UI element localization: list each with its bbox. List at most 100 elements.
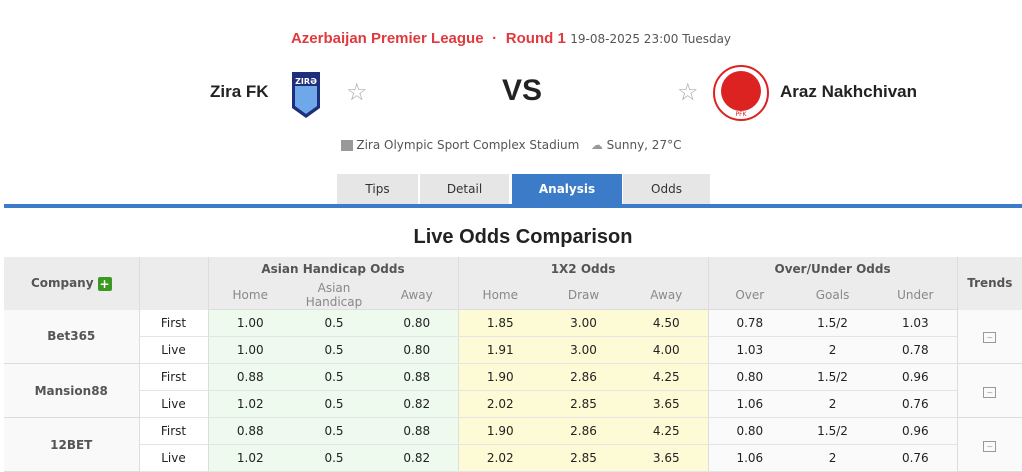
tab-tips[interactable]: Tips — [337, 174, 418, 205]
vs-label: VS — [502, 74, 543, 107]
stadium-icon — [340, 140, 353, 151]
away-team-name[interactable]: Araz Nakhchivan — [780, 82, 917, 101]
match-datetime: 19-08-2025 23:00 Tuesday — [570, 32, 732, 46]
sub-header: Home — [457, 281, 543, 310]
trends-cell: ~ — [956, 309, 1022, 364]
home-team-name[interactable]: Zira FK — [210, 82, 269, 101]
odds-cell: 4.25 — [625, 363, 709, 391]
tab-underline — [4, 204, 1022, 208]
odds-cell: 2.86 — [542, 363, 626, 391]
away-favorite-star-icon[interactable]: ☆ — [677, 78, 699, 106]
odds-cell: 0.88 — [376, 363, 459, 391]
odds-cell: 0.96 — [874, 417, 958, 445]
table-row: Bet365 First 1.00 0.5 0.80 1.85 3.00 4.50 0.78 1.… — [4, 309, 1022, 364]
company-name[interactable]: Bet365 — [4, 309, 139, 364]
sub-header: Draw — [542, 281, 626, 310]
league-name[interactable]: Azerbaijan Premier League — [290, 30, 484, 47]
trend-chart-icon[interactable]: ~ — [983, 440, 997, 452]
odds-cell: 0.5 — [292, 363, 376, 391]
type-header — [138, 257, 208, 310]
odds-cell: 1.02 — [207, 444, 292, 472]
odds-type: First — [138, 363, 208, 391]
odds-cell: 1.90 — [457, 363, 543, 391]
odds-cell: 2 — [791, 444, 875, 472]
dot: · — [488, 30, 502, 47]
trend-chart-icon[interactable]: ~ — [983, 332, 997, 344]
odds-cell: 2 — [791, 336, 875, 364]
odds-cell: 0.96 — [874, 363, 958, 391]
odds-cell: 0.80 — [376, 309, 459, 337]
odds-cell: 2.02 — [457, 390, 543, 418]
trends-cell: ~ — [956, 417, 1022, 472]
trends-cell: ~ — [956, 363, 1022, 418]
odds-cell: 0.88 — [376, 417, 459, 445]
odds-cell: 1.00 — [207, 309, 292, 337]
odds-cell: 1.85 — [457, 309, 543, 337]
tab-odds[interactable]: Odds — [623, 174, 710, 205]
section-title: Live Odds Comparison — [413, 226, 633, 248]
odds-type: Live — [138, 336, 208, 364]
odds-cell: 1.00 — [207, 336, 292, 364]
odds-cell: 2 — [791, 390, 875, 418]
odds-cell: 0.88 — [207, 363, 292, 391]
away-team-crest: PFK — [713, 65, 769, 121]
odds-cell: 1.90 — [457, 417, 543, 445]
weather-icon: ☁ — [590, 138, 603, 152]
table-row: 12BET First 0.88 0.5 0.88 1.90 2.86 4.25 0.80 1.5… — [4, 417, 1022, 472]
weather: Sunny, 27°C — [606, 138, 682, 152]
odds-type: Live — [138, 444, 208, 472]
company-name[interactable]: 12BET — [4, 417, 139, 472]
odds-cell: 0.5 — [292, 336, 376, 364]
home-favorite-star-icon[interactable]: ☆ — [346, 78, 368, 106]
odds-table: Company + Asian Handicap Odds 1X2 Odds Ov… — [4, 257, 1022, 472]
odds-cell: 0.78 — [874, 336, 958, 364]
odds-cell: 3.65 — [625, 444, 709, 472]
odds-cell: 0.82 — [376, 390, 459, 418]
table-row: Live 1.00 0.5 0.80 1.91 3.00 4.00 1.03 2 0.78 — [4, 336, 1022, 364]
sub-header: Away — [625, 281, 709, 310]
tab-analysis[interactable]: Analysis — [512, 174, 622, 205]
odds-type: First — [138, 309, 208, 337]
odds-type: Live — [138, 390, 208, 418]
odds-cell: 0.5 — [292, 309, 376, 337]
trend-chart-icon[interactable]: ~ — [983, 386, 997, 398]
match-info: Azerbaijan Premier League · Round 1 19-0… — [0, 30, 1022, 47]
odds-cell: 1.5/2 — [791, 309, 875, 337]
sub-header: Home — [207, 281, 292, 310]
company-header: Company + — [4, 257, 139, 310]
home-crest-text: ZIRƏ — [295, 77, 317, 86]
odds-cell: 3.00 — [542, 336, 626, 364]
odds-cell: 1.03 — [707, 336, 792, 364]
odds-cell: 2.85 — [542, 444, 626, 472]
odds-cell: 0.80 — [707, 417, 792, 445]
odds-cell: 3.65 — [625, 390, 709, 418]
odds-cell: 4.50 — [625, 309, 709, 337]
x12-header: 1X2 Odds — [457, 257, 709, 281]
odds-cell: 0.82 — [376, 444, 459, 472]
odds-cell: 0.88 — [207, 417, 292, 445]
ou-header: Over/Under Odds — [707, 257, 958, 281]
venue-weather: Zira Olympic Sport Complex Stadium ☁ Sun… — [0, 138, 1022, 152]
odds-cell: 2.86 — [542, 417, 626, 445]
odds-cell: 0.5 — [292, 390, 376, 418]
sub-header: Goals — [791, 281, 875, 310]
odds-cell: 1.02 — [207, 390, 292, 418]
add-company-icon[interactable]: + — [97, 276, 112, 291]
odds-cell: 0.76 — [874, 390, 958, 418]
odds-cell: 1.91 — [457, 336, 543, 364]
odds-type: First — [138, 417, 208, 445]
venue: Zira Olympic Sport Complex Stadium — [356, 138, 580, 152]
odds-cell: 1.06 — [707, 390, 792, 418]
odds-cell: 1.5/2 — [791, 363, 875, 391]
home-team-crest: ZIRƏ — [292, 72, 320, 118]
tab-detail[interactable]: Detail — [420, 174, 509, 205]
odds-cell: 0.76 — [874, 444, 958, 472]
table-row: Mansion88 First 0.88 0.5 0.88 1.90 2.86 4.25 0.8… — [4, 363, 1022, 418]
odds-cell: 2.85 — [542, 390, 626, 418]
odds-cell: 1.5/2 — [791, 417, 875, 445]
table-row: Live 1.02 0.5 0.82 2.02 2.85 3.65 1.06 2 0.76 — [4, 390, 1022, 418]
odds-cell: 0.78 — [707, 309, 792, 337]
ah-header: Asian Handicap Odds — [207, 257, 459, 281]
company-name[interactable]: Mansion88 — [4, 363, 139, 418]
round: Round 1 — [505, 30, 566, 47]
